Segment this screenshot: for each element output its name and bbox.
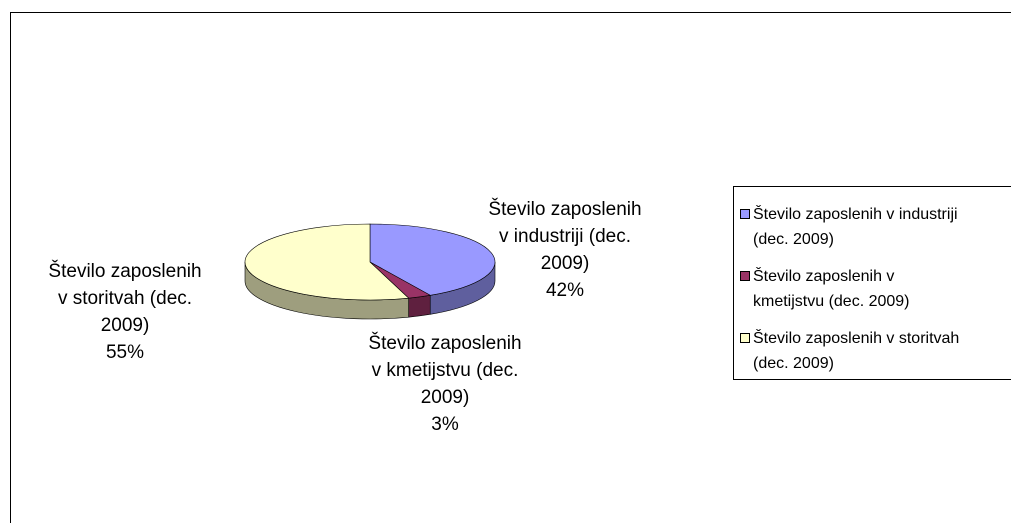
legend-label: Število zaposlenih v industriji (dec. 20… [753, 206, 958, 248]
data-label-value: 42% [545, 280, 585, 301]
data-label-category: Število zaposlenih v industriji (dec. 20… [488, 199, 642, 274]
data-label-value: 3% [431, 414, 459, 435]
data-label: Število zaposlenih v storitvah (dec. 200… [45, 258, 205, 366]
legend: Število zaposlenih v industriji (dec. 20… [733, 186, 1011, 380]
legend-swatch [740, 271, 750, 281]
chart-frame [10, 12, 1011, 523]
legend-swatch [740, 333, 750, 343]
pie-slice [244, 223, 410, 301]
legend-label: Število zaposlenih v kmetijstvu (dec. 20… [753, 268, 910, 310]
data-label-category: Število zaposlenih v kmetijstvu (dec. 20… [368, 333, 522, 408]
data-label: Število zaposlenih v kmetijstvu (dec. 20… [365, 330, 525, 438]
data-label: Število zaposlenih v industriji (dec. 20… [485, 196, 645, 304]
data-label-category: Število zaposlenih v storitvah (dec. 200… [48, 261, 202, 336]
legend-item: Število zaposlenih v industriji (dec. 20… [740, 202, 970, 252]
legend-label: Število zaposlenih v storitvah (dec. 200… [753, 330, 960, 372]
pie-slice [369, 223, 496, 296]
legend-item: Število zaposlenih v storitvah (dec. 200… [740, 326, 970, 376]
legend-item: Število zaposlenih v kmetijstvu (dec. 20… [740, 264, 970, 314]
pie-side [408, 294, 431, 318]
legend-swatch [740, 209, 750, 219]
data-label-value: 55% [105, 342, 145, 363]
